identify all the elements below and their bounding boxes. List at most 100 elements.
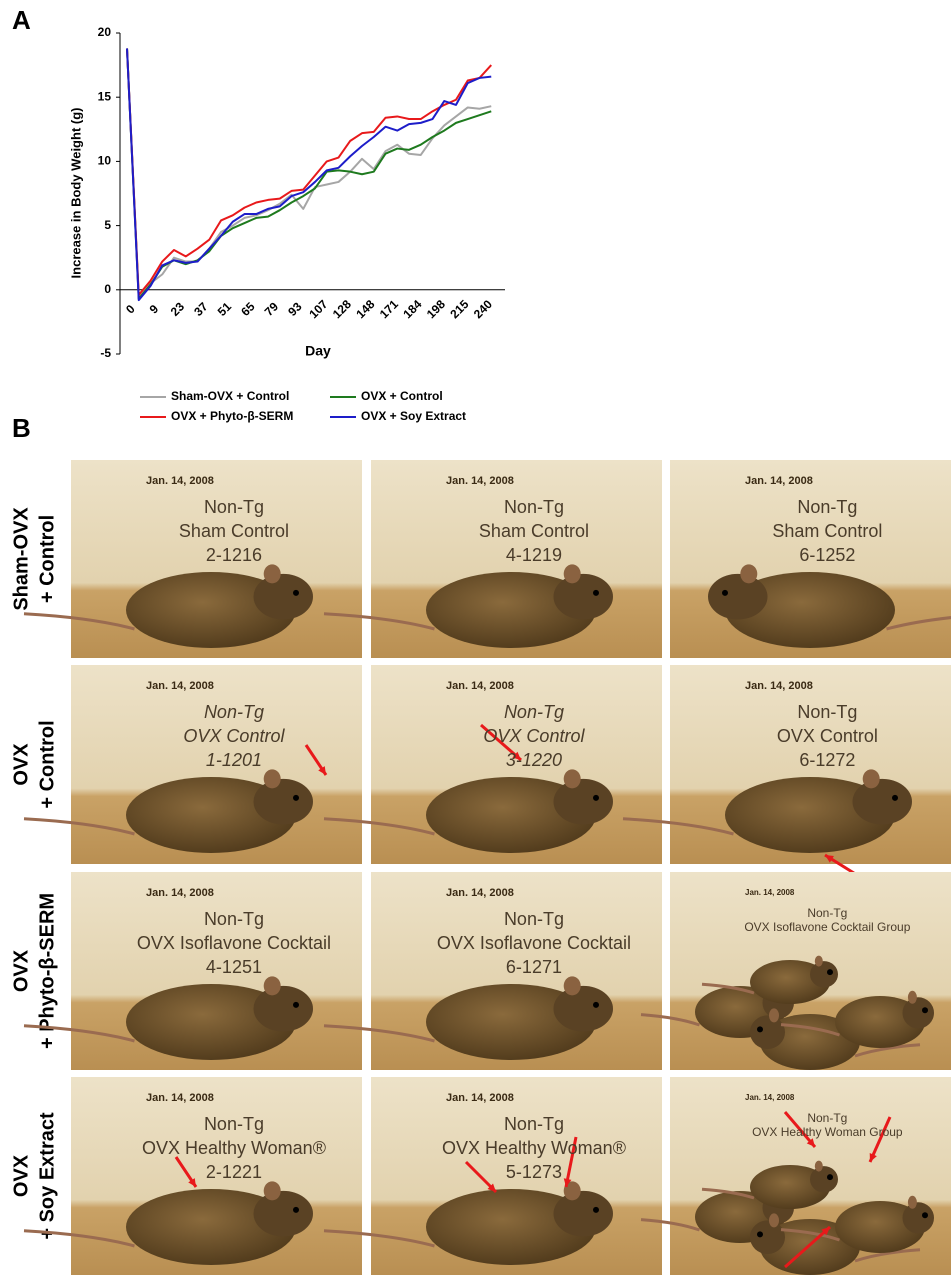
x-tick-label: 148 (353, 297, 377, 321)
x-tick-label: 107 (306, 297, 330, 321)
photo-caption: Sham Control (179, 521, 289, 541)
photo-caption: Non-Tg (504, 497, 564, 517)
mouse-head (254, 779, 314, 825)
photo-date: Jan. 14, 2008 (446, 680, 514, 692)
mouse-head (750, 1015, 785, 1049)
page: A B Increase in Body Weight (g) Day -505… (0, 0, 951, 1275)
photo-caption: 1-1201 (206, 750, 262, 770)
photo-caption: OVX Isoflavone Cocktail (137, 933, 331, 953)
mouse-ear (264, 1181, 281, 1200)
mouse-ear (564, 564, 581, 583)
figure: A B Increase in Body Weight (g) Day -505… (0, 0, 951, 1275)
row-label: OVX (10, 1154, 32, 1197)
mouse-eye (593, 1002, 599, 1008)
mouse-ear (815, 1161, 823, 1172)
photo-caption: OVX Control (777, 726, 878, 746)
photo-caption: 5-1273 (506, 1162, 562, 1182)
photo-caption: 4-1219 (506, 545, 562, 565)
x-tick-label: 93 (285, 299, 305, 319)
photo-caption: Sham Control (772, 521, 882, 541)
photo-date: Jan. 14, 2008 (446, 887, 514, 899)
x-tick-label: 0 (123, 302, 138, 317)
x-axis-label: Day (305, 343, 331, 359)
x-tick-label: 184 (400, 297, 424, 321)
photo-date: Jan. 14, 2008 (745, 680, 813, 692)
photo: Jan. 14, 2008Non-TgOVX Healthy Woman Gro… (641, 1077, 951, 1275)
y-tick-label: -5 (100, 346, 111, 360)
mouse-eye (922, 1007, 928, 1013)
photo-date: Jan. 14, 2008 (745, 475, 813, 487)
mouse-ear (564, 769, 581, 788)
mouse-ear (769, 1213, 779, 1227)
row-label: Sham-OVX (10, 507, 32, 611)
mouse-ear (564, 976, 581, 995)
mouse-head (254, 574, 314, 620)
photo: Jan. 14, 2008 Non-Tg OVX Control 6-1272 (623, 665, 951, 880)
mouse-eye (892, 795, 898, 801)
photo-caption: OVX Healthy Woman® (442, 1138, 626, 1158)
row-label: + Control (36, 720, 58, 808)
photo: Jan. 14, 2008Non-TgSham Control6-1252 (670, 460, 951, 658)
photo-caption: 2-1221 (206, 1162, 262, 1182)
mouse-ear (264, 976, 281, 995)
photo: Jan. 14, 2008Non-TgSham Control4-1219 (324, 460, 662, 658)
mouse-eye (827, 969, 833, 975)
photo-caption: 6-1252 (799, 545, 855, 565)
photo-caption: OVX Control (183, 726, 285, 746)
mouse-head (554, 1191, 614, 1237)
photo: Jan. 14, 2008Non-TgOVX Isoflavone Cockta… (641, 872, 951, 1070)
mouse-ear (264, 769, 281, 788)
x-tick-label: 215 (447, 297, 471, 321)
photo-date: Jan. 14, 2008 (745, 888, 795, 897)
photo-caption: OVX Isoflavone Cocktail (437, 933, 631, 953)
photo-caption: Non-Tg (504, 702, 564, 722)
photo-caption: 4-1251 (206, 957, 262, 977)
photo-date: Jan. 14, 2008 (146, 680, 214, 692)
photo-date: Jan. 14, 2008 (745, 1093, 795, 1102)
photo-caption: Non-Tg (807, 1111, 847, 1125)
mouse-head (853, 779, 913, 825)
photo-caption: 3-1220 (506, 750, 562, 770)
x-tick-label: 171 (377, 297, 401, 321)
y-tick-label: 5 (104, 218, 111, 232)
photo: Jan. 14, 2008Non-TgOVX Control1-1201 (24, 665, 362, 864)
photo-caption: Non-Tg (797, 702, 857, 722)
photo-caption: Non-Tg (204, 909, 264, 929)
photo-caption: 6-1272 (799, 750, 855, 770)
x-tick-label: 23 (168, 299, 188, 319)
mouse-eye (293, 590, 299, 596)
y-tick-label: 0 (104, 282, 111, 296)
x-tick-label: 198 (424, 297, 448, 321)
y-tick-label: 10 (98, 154, 112, 168)
mouse-eye (922, 1212, 928, 1218)
mouse-eye (827, 1174, 833, 1180)
mouse-head (810, 1166, 838, 1192)
legend-label: OVX + Control (361, 389, 443, 403)
mouse-ear (264, 564, 281, 583)
mouse-eye (593, 1207, 599, 1213)
row-label: OVX (10, 743, 32, 786)
mouse-head (903, 997, 935, 1028)
mouse-head (254, 1191, 314, 1237)
mouse-eye (757, 1026, 763, 1032)
mouse-head (750, 1220, 785, 1254)
photo-caption: Non-Tg (204, 497, 264, 517)
mouse-head (810, 961, 838, 987)
mouse-eye (593, 795, 599, 801)
mouse-eye (293, 1207, 299, 1213)
mouse-ear (769, 1008, 779, 1022)
mouse-eye (293, 1002, 299, 1008)
photo-caption: 6-1271 (506, 957, 562, 977)
photo-date: Jan. 14, 2008 (146, 887, 214, 899)
x-tick-label: 37 (191, 299, 211, 319)
panel-label: A (12, 5, 31, 35)
panel-label: B (12, 413, 31, 443)
photo: Jan. 14, 2008 Non-Tg OVX Isoflavone Cockta… (24, 872, 362, 1070)
series-line (127, 48, 491, 295)
x-tick-label: 65 (238, 299, 258, 319)
photo-caption: 2-1216 (206, 545, 262, 565)
legend-label: Sham-OVX + Control (171, 389, 289, 403)
